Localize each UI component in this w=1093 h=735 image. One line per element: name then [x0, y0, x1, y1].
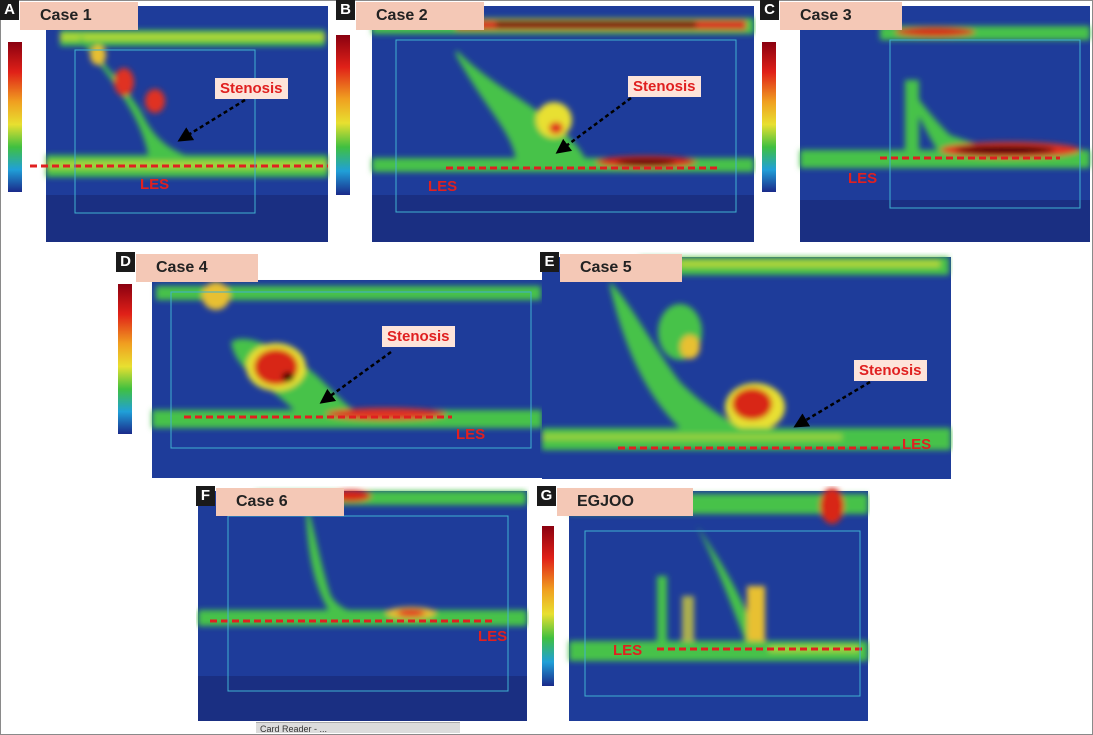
hrm-plot-egjoo [542, 488, 868, 721]
panel-case-4: D Case 4 Stenosis LES [116, 252, 543, 480]
panel-letter-a: A [0, 0, 19, 20]
panel-letter-e: E [540, 252, 559, 272]
panel-case-5: E Case 5 Stenosis LES [540, 252, 953, 482]
case-1-les-label: LES [140, 176, 170, 193]
panel-letter-d: D [116, 252, 135, 272]
panel-letter-g: G [537, 486, 556, 506]
panel-letter-f: F [196, 486, 215, 506]
case-2-les-label: LES [428, 178, 458, 195]
case-4-stenosis-label: Stenosis [382, 326, 455, 347]
case-5-title: Case 5 [560, 254, 682, 282]
egjoo-les-label: LES [613, 642, 643, 659]
hrm-plot-case-3 [762, 6, 1090, 242]
case-1-title: Case 1 [20, 2, 138, 30]
hrm-plot-case-2 [336, 6, 754, 242]
case-3-les-label: LES [848, 170, 878, 187]
case-2-title: Case 2 [356, 2, 484, 30]
panel-case-2: B Case 2 Stenosis LES [336, 0, 756, 247]
case-4-les-label: LES [456, 426, 486, 443]
case-5-les-label: LES [902, 436, 932, 453]
hrm-plot-case-1 [8, 6, 328, 242]
case-5-stenosis-label: Stenosis [854, 360, 927, 381]
case-6-les-label: LES [478, 628, 508, 645]
hrm-plot-case-6 [198, 490, 527, 721]
panel-case-3: C Case 3 LES [760, 0, 1093, 247]
panel-case-6: F Case 6 LES Card Reader - ... [196, 486, 529, 733]
case-2-stenosis-label: Stenosis [628, 76, 701, 97]
case-4-title: Case 4 [136, 254, 258, 282]
egjoo-title: EGJOO [557, 488, 693, 516]
panel-case-1: A Case 1 Stenosis LES [0, 0, 330, 247]
panel-egjoo: G EGJOO LES [537, 486, 870, 733]
taskbar-card-reader: Card Reader - ... [256, 722, 460, 733]
hrm-plot-case-4 [118, 280, 542, 478]
panel-letter-c: C [760, 0, 779, 20]
panel-letter-b: B [336, 0, 355, 20]
case-6-title: Case 6 [216, 488, 344, 516]
case-3-title: Case 3 [780, 2, 902, 30]
case-1-stenosis-label: Stenosis [215, 78, 288, 99]
